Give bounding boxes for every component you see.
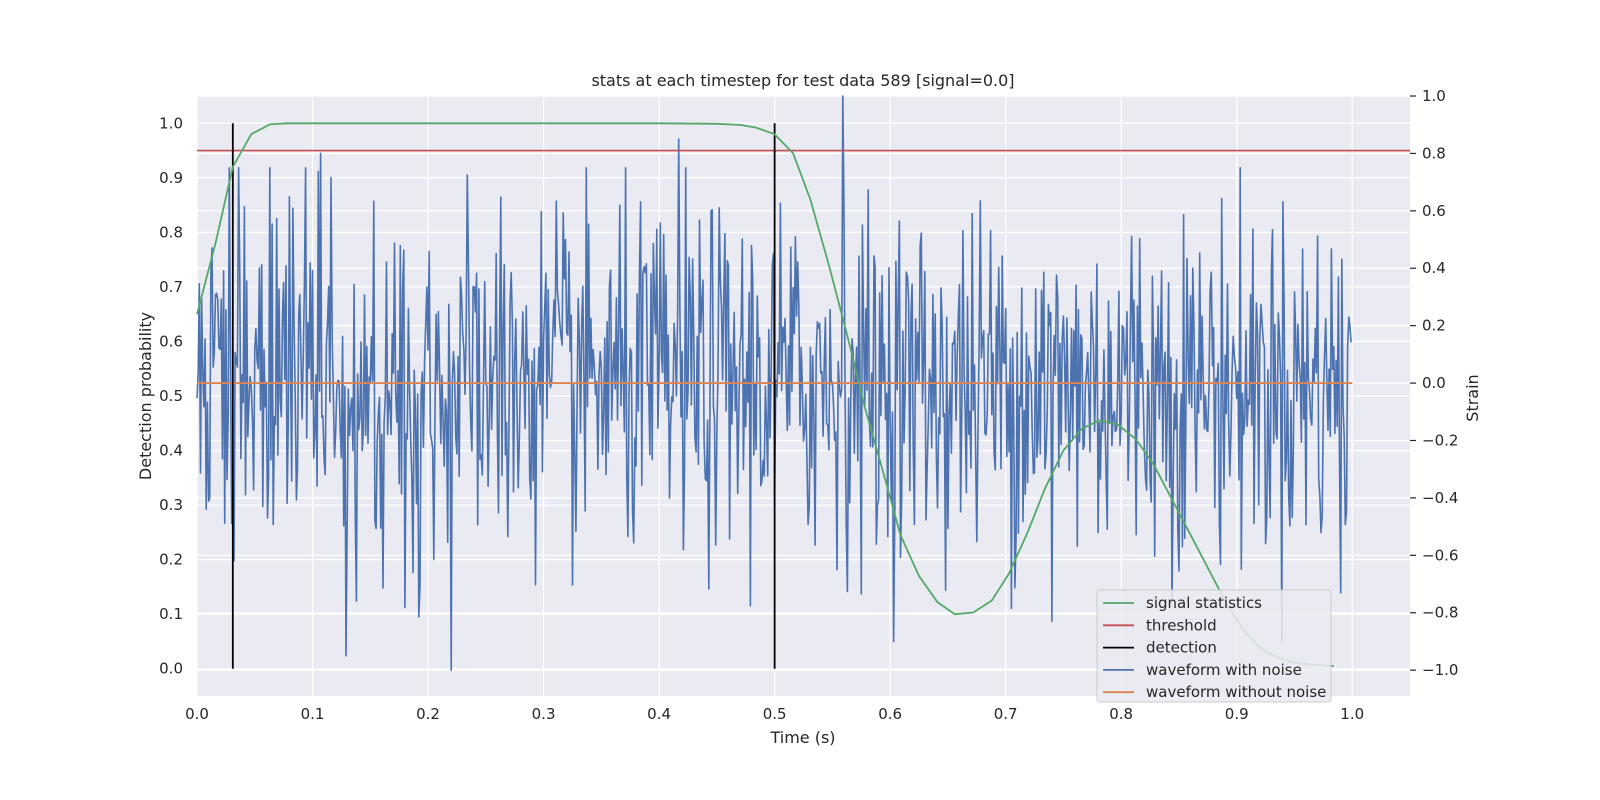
x-tick-label: 0.4 (647, 705, 671, 723)
y2-tick-label: −0.6 (1422, 546, 1458, 564)
y-tick-label: 0.4 (159, 442, 183, 460)
y-tick-label: 1.0 (159, 114, 183, 132)
y-tick-label: 0.7 (159, 278, 183, 296)
x-tick-label: 0.1 (301, 705, 325, 723)
y-axis-label: Detection probability (136, 312, 155, 480)
chart-title: stats at each timestep for test data 589… (591, 71, 1014, 90)
legend-label: threshold (1146, 616, 1217, 634)
legend-label: waveform with noise (1146, 661, 1302, 679)
legend-label: waveform without noise (1146, 683, 1326, 701)
y2-tick-label: 1.0 (1422, 87, 1446, 105)
y2-tick-label: 0.4 (1422, 259, 1446, 277)
y-tick-label: 0.8 (159, 223, 183, 241)
x-tick-label: 0.9 (1225, 705, 1249, 723)
y-tick-label: 0.9 (159, 169, 183, 187)
y2-axis-label: Strain (1463, 374, 1482, 421)
x-tick-label: 0.6 (878, 705, 902, 723)
x-tick-label: 1.0 (1340, 705, 1364, 723)
y-tick-label: 0.3 (159, 496, 183, 514)
y2-tick-label: −0.2 (1422, 431, 1458, 449)
x-tick-label: 0.8 (1109, 705, 1133, 723)
y2-tick-label: 0.0 (1422, 374, 1446, 392)
x-tick-label: 0.2 (416, 705, 440, 723)
y-tick-label: 0.2 (159, 551, 183, 569)
series-signal-statistics (196, 122, 1334, 667)
legend-label: signal statistics (1146, 594, 1262, 612)
legend-label: detection (1146, 639, 1217, 657)
axes: 0.0 0.1 0.2 0.3 0.4 0.5 0.6 0.7 0.8 0.9 1.0 0.0 0.1 0… (159, 87, 1458, 723)
y-tick-label: 0.5 (159, 387, 183, 405)
legend: signal statistics threshold detection wavef… (1096, 589, 1332, 703)
y-tick-label: 0.0 (159, 660, 183, 678)
plot-area (196, 95, 1410, 672)
y2-tick-label: 0.6 (1422, 202, 1446, 220)
y2-tick-label: −1.0 (1422, 661, 1458, 679)
y2-tick-label: 0.8 (1422, 144, 1446, 162)
x-tick-label: 0.5 (763, 705, 787, 723)
x-axis-label: Time (s) (769, 728, 835, 747)
x-tick-label: 0.7 (994, 705, 1018, 723)
y2-tick-label: −0.8 (1422, 604, 1458, 622)
y2-tick-label: −0.4 (1422, 489, 1458, 507)
y2-tick-label: 0.2 (1422, 317, 1446, 335)
legend-box (1096, 589, 1332, 703)
x-tick-label: 0.3 (532, 705, 556, 723)
x-tick-label: 0.0 (185, 705, 209, 723)
y-tick-label: 0.1 (159, 605, 183, 623)
legend-entries: signal statistics threshold detection wavef… (1103, 594, 1326, 701)
y-tick-label: 0.6 (159, 332, 183, 350)
